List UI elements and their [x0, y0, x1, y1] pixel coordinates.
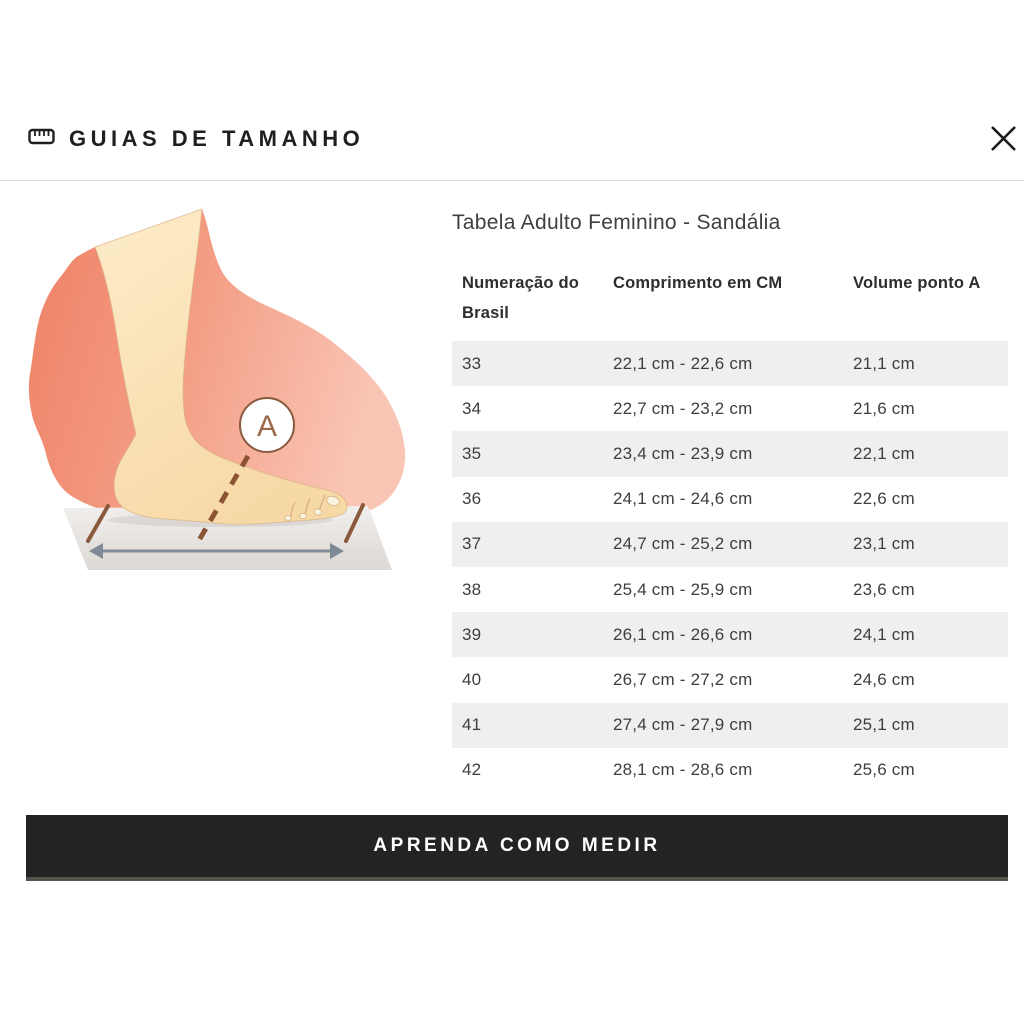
- cell-length: 24,1 cm - 24,6 cm: [613, 489, 753, 509]
- table-title: Tabela Adulto Feminino - Sandália: [452, 211, 781, 234]
- modal-header: GUIAS DE TAMANHO: [0, 0, 1024, 180]
- length-arrow: [89, 543, 344, 559]
- cell-length: 25,4 cm - 25,9 cm: [613, 579, 753, 599]
- cell-volume: 22,6 cm: [853, 489, 915, 509]
- cell-volume: 21,6 cm: [853, 398, 915, 418]
- table-row: 33 22,1 cm - 22,6 cm 21,1 cm: [452, 341, 1008, 387]
- learn-to-measure-button[interactable]: APRENDA COMO MEDIR: [26, 815, 1008, 881]
- cell-length: 22,1 cm - 22,6 cm: [613, 353, 753, 373]
- table-row: 41 27,4 cm - 27,9 cm 25,1 cm: [452, 702, 1008, 748]
- cell-volume: 24,1 cm: [853, 624, 915, 644]
- column-header-length: Comprimento em CM: [613, 274, 783, 292]
- cell-size: 34: [462, 398, 482, 418]
- cell-size: 36: [462, 489, 482, 509]
- cell-size: 39: [462, 624, 482, 644]
- cell-length: 23,4 cm - 23,9 cm: [613, 443, 753, 463]
- close-button[interactable]: [984, 121, 1022, 159]
- table-row: 39 26,1 cm - 26,6 cm 24,1 cm: [452, 612, 1008, 658]
- point-a-label: A: [257, 410, 277, 443]
- cell-length: 26,1 cm - 26,6 cm: [613, 624, 753, 644]
- column-header-size: Numeração do Brasil: [462, 274, 580, 322]
- cell-length: 22,7 cm - 23,2 cm: [613, 398, 753, 418]
- cell-volume: 23,1 cm: [853, 534, 915, 554]
- ruler-icon: [28, 128, 55, 150]
- cell-length: 26,7 cm - 27,2 cm: [613, 669, 753, 689]
- table-header-row: Numeração do Brasil Comprimento em CM Vo…: [452, 268, 1008, 328]
- point-a-marker: A: [239, 397, 295, 453]
- learn-to-measure-label: APRENDA COMO MEDIR: [373, 835, 661, 856]
- modal-title: GUIAS DE TAMANHO: [69, 126, 365, 151]
- close-icon: [990, 125, 1017, 155]
- foot-measurement-illustration: A: [15, 200, 435, 580]
- cell-size: 42: [462, 760, 482, 780]
- cell-volume: 23,6 cm: [853, 579, 915, 599]
- measuring-platform: [63, 506, 392, 570]
- table-row: 40 26,7 cm - 27,2 cm 24,6 cm: [452, 657, 1008, 702]
- cell-volume: 22,1 cm: [853, 443, 915, 463]
- heel-tick: [86, 504, 110, 543]
- cell-volume: 21,1 cm: [853, 353, 915, 373]
- table-row: 36 24,1 cm - 24,6 cm 22,6 cm: [452, 477, 1008, 522]
- cell-length: 24,7 cm - 25,2 cm: [613, 534, 753, 554]
- cell-size: 38: [462, 579, 482, 599]
- cell-volume: 24,6 cm: [853, 669, 915, 689]
- table-row: 37 24,7 cm - 25,2 cm 23,1 cm: [452, 521, 1008, 567]
- cell-volume: 25,1 cm: [853, 715, 915, 735]
- cell-size: 35: [462, 443, 482, 463]
- toenails: [284, 495, 340, 521]
- size-table: Tabela Adulto Feminino - Sandália Numera…: [452, 211, 1008, 793]
- table-row: 42 28,1 cm - 28,6 cm 25,6 cm: [452, 748, 1008, 793]
- cell-size: 40: [462, 669, 482, 689]
- table-row: 34 22,7 cm - 23,2 cm 21,6 cm: [452, 386, 1008, 431]
- column-header-volume: Volume ponto A: [853, 274, 981, 292]
- cell-size: 41: [462, 715, 482, 735]
- table-row: 35 23,4 cm - 23,9 cm 22,1 cm: [452, 431, 1008, 477]
- table-row: 38 25,4 cm - 25,9 cm 23,6 cm: [452, 567, 1008, 612]
- cell-length: 28,1 cm - 28,6 cm: [613, 760, 753, 780]
- header-divider: [0, 180, 1024, 181]
- cell-size: 37: [462, 534, 482, 554]
- volume-dashed-line: [195, 454, 251, 544]
- foot-shape: [94, 208, 348, 525]
- toe-tick: [344, 503, 365, 543]
- cell-length: 27,4 cm - 27,9 cm: [613, 715, 753, 735]
- cell-size: 33: [462, 353, 482, 373]
- table-body: 33 22,1 cm - 22,6 cm 21,1 cm 34 22,7 cm …: [452, 341, 1008, 793]
- cell-volume: 25,6 cm: [853, 760, 915, 780]
